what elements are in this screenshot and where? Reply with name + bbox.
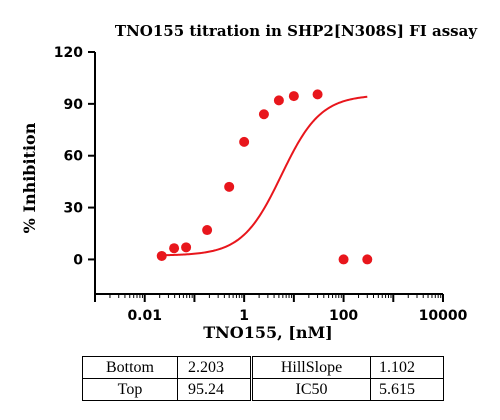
param-value-top: 95.24 <box>177 378 252 401</box>
y-tick-label: 60 <box>64 149 84 165</box>
data-points-layer <box>156 89 373 265</box>
dose-response-chart: TNO155 titration in SHP2[N308S] FI assay… <box>20 22 478 342</box>
data-point <box>239 136 250 147</box>
data-point <box>258 109 269 120</box>
fit-curve-layer <box>161 95 368 257</box>
data-point <box>312 89 323 100</box>
fit-curve <box>161 95 368 257</box>
x-tick-label: 100 <box>329 308 358 324</box>
param-name-ic50: IC50 <box>250 378 371 401</box>
param-name-hillslope: HillSlope <box>250 356 371 379</box>
y-axis-label: % Inhibition <box>20 122 39 233</box>
y-tick-label: 0 <box>73 252 83 268</box>
x-tick-label: 1 <box>239 308 249 324</box>
data-point <box>273 95 284 106</box>
fit-parameters-table: Bottom 2.203 HillSlope 1.102 Top 95.24 I… <box>82 356 444 401</box>
data-point <box>362 254 373 265</box>
data-point <box>288 91 299 102</box>
x-tick-label: 0.01 <box>127 308 162 324</box>
data-point <box>338 254 349 265</box>
param-name-bottom: Bottom <box>82 356 178 379</box>
y-tick-label: 90 <box>64 97 84 113</box>
data-point <box>169 243 180 254</box>
data-point <box>156 250 167 261</box>
y-tick-label: 120 <box>54 45 83 61</box>
axes: 0 30 60 90 120 0.01 1 100 10000 <box>54 45 468 324</box>
param-value-ic50: 5.615 <box>370 378 444 401</box>
chart-title: TNO155 titration in SHP2[N308S] FI assay <box>115 22 478 40</box>
data-point <box>202 225 213 236</box>
param-value-hillslope: 1.102 <box>370 356 444 379</box>
param-name-top: Top <box>82 378 178 401</box>
table-row: Bottom 2.203 HillSlope 1.102 <box>82 356 444 379</box>
x-axis-label: TNO155, [nM] <box>203 323 333 342</box>
data-point <box>181 242 192 253</box>
y-tick-label: 30 <box>64 201 84 217</box>
param-value-bottom: 2.203 <box>177 356 252 379</box>
table-row: Top 95.24 IC50 5.615 <box>82 378 444 401</box>
data-point <box>224 181 235 192</box>
x-tick-label: 10000 <box>419 308 468 324</box>
